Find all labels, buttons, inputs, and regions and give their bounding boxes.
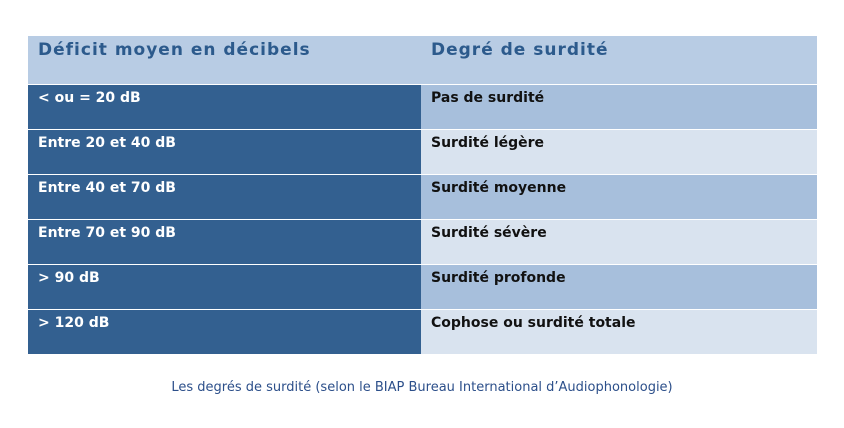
degree-cell: Surdité moyenne — [421, 175, 817, 219]
deficit-cell: > 90 dB — [28, 265, 421, 309]
deficit-cell: < ou = 20 dB — [28, 85, 421, 129]
deficit-cell: Entre 70 et 90 dB — [28, 220, 421, 264]
degree-cell: Pas de surdité — [421, 85, 817, 129]
degree-cell: Surdité profonde — [421, 265, 817, 309]
degree-cell: Cophose ou surdité totale — [421, 310, 817, 354]
table-row: Entre 40 et 70 dB Surdité moyenne — [28, 174, 817, 219]
table-body: < ou = 20 dB Pas de surdité Entre 20 et … — [28, 84, 817, 354]
table-caption: Les degrés de surdité (selon le BIAP Bur… — [171, 380, 673, 395]
deficit-cell: Entre 40 et 70 dB — [28, 175, 421, 219]
table-row: Entre 20 et 40 dB Surdité légère — [28, 129, 817, 174]
deficit-cell: > 120 dB — [28, 310, 421, 354]
table-header-row: Déficit moyen en décibels Degré de surdi… — [28, 36, 817, 84]
table-row: > 120 dB Cophose ou surdité totale — [28, 309, 817, 354]
degree-cell: Surdité légère — [421, 130, 817, 174]
degree-cell: Surdité sévère — [421, 220, 817, 264]
table-row: < ou = 20 dB Pas de surdité — [28, 84, 817, 129]
header-deficit: Déficit moyen en décibels — [38, 40, 311, 60]
header-degree: Degré de surdité — [431, 40, 609, 60]
deficit-cell: Entre 20 et 40 dB — [28, 130, 421, 174]
hearing-loss-table: Déficit moyen en décibels Degré de surdi… — [28, 36, 817, 354]
table-row: > 90 dB Surdité profonde — [28, 264, 817, 309]
table-row: Entre 70 et 90 dB Surdité sévère — [28, 219, 817, 264]
